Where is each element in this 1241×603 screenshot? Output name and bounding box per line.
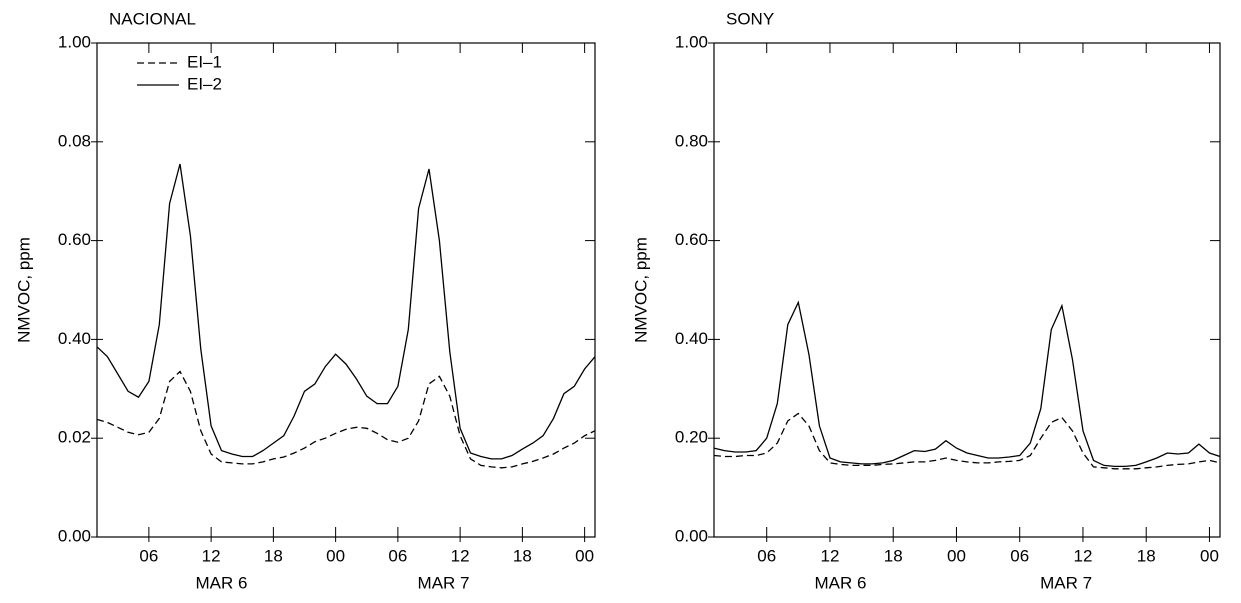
y-tick-label: 0.80	[675, 131, 708, 150]
y-tick-label: 1.00	[58, 32, 91, 51]
y-tick-label: 1.00	[675, 32, 708, 51]
y-tick-label: 0.00	[58, 526, 91, 545]
x-tick-label: 18	[1137, 546, 1156, 565]
date-label: MAR 7	[418, 573, 470, 592]
chart-title: SONY	[726, 9, 774, 28]
y-axis-label: NMVOC, ppm	[631, 237, 650, 343]
x-tick-label: 06	[139, 546, 158, 565]
y-tick-label: 0.60	[675, 230, 708, 249]
x-tick-label: 12	[451, 546, 470, 565]
x-tick-label: 18	[513, 546, 532, 565]
y-tick-label: 0.00	[675, 526, 708, 545]
series-line	[713, 300, 1221, 468]
legend-label: EI–2	[187, 74, 222, 93]
series-line	[96, 370, 596, 469]
date-label: MAR 6	[815, 573, 867, 592]
x-tick-label: 00	[1200, 546, 1219, 565]
x-tick-label: 06	[388, 546, 407, 565]
y-tick-label: 0.40	[58, 329, 91, 348]
series-line	[713, 412, 1221, 470]
x-tick-label: 12	[202, 546, 221, 565]
legend-label: EI–1	[187, 52, 222, 71]
series-line	[96, 163, 596, 460]
y-tick-label: 0.02	[58, 428, 91, 447]
x-tick-label: 18	[884, 546, 903, 565]
date-label: MAR 6	[196, 573, 248, 592]
date-label: MAR 7	[1040, 573, 1092, 592]
x-tick-label: 18	[264, 546, 283, 565]
x-tick-label: 00	[575, 546, 594, 565]
chart-title: NACIONAL	[109, 9, 196, 28]
plot-frame	[96, 42, 596, 538]
x-tick-label: 12	[820, 546, 839, 565]
x-tick-label: 06	[1010, 546, 1029, 565]
x-tick-label: 06	[757, 546, 776, 565]
plot-frame	[713, 42, 1221, 538]
y-tick-label: 0.40	[675, 329, 708, 348]
x-tick-label: 00	[947, 546, 966, 565]
y-tick-label: 0.08	[58, 131, 91, 150]
y-tick-label: 0.60	[58, 230, 91, 249]
y-axis-label: NMVOC, ppm	[14, 237, 33, 343]
x-tick-label: 12	[1073, 546, 1092, 565]
y-tick-label: 0.20	[675, 428, 708, 447]
x-tick-label: 00	[326, 546, 345, 565]
